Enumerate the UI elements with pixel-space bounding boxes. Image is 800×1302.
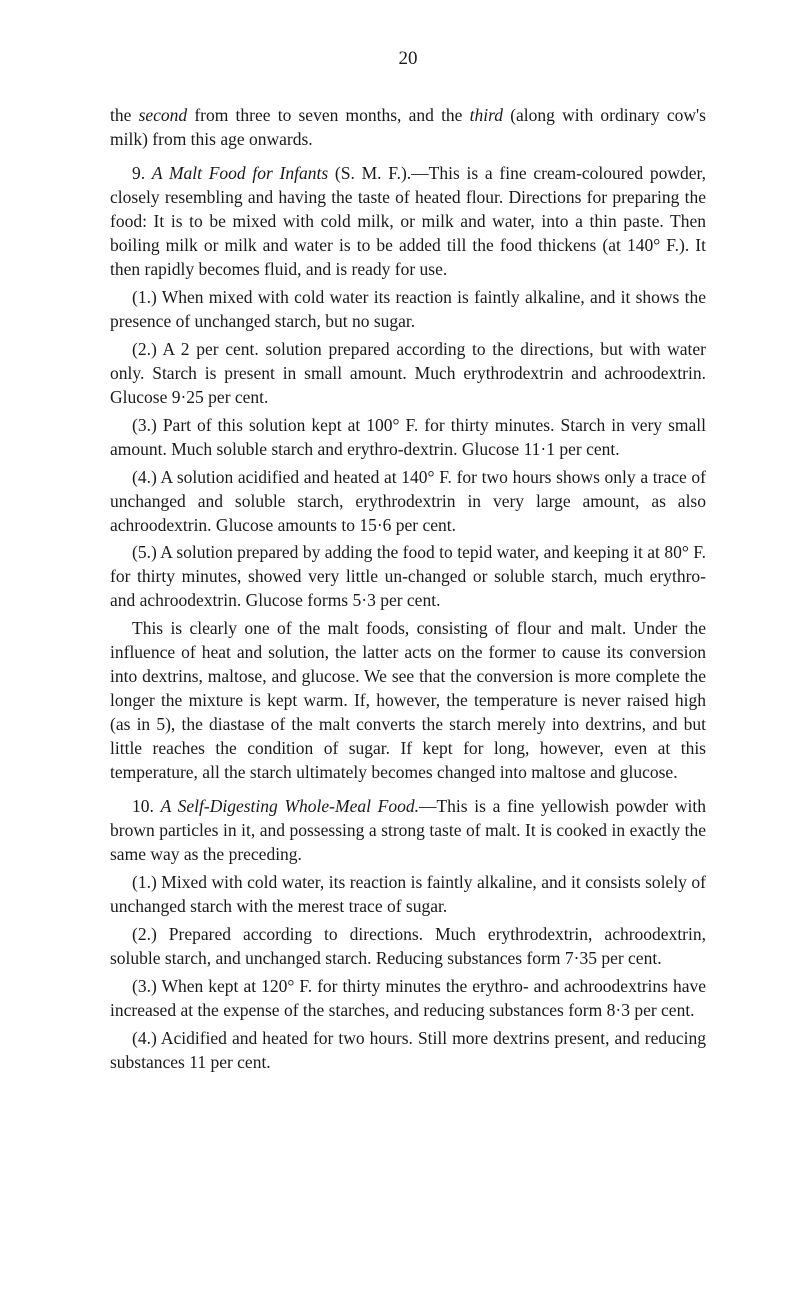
item-9-4: (4.) A solution acidified and heated at … xyxy=(110,466,706,538)
item-9-5: (5.) A solution prepared by adding the f… xyxy=(110,541,706,613)
section-9: 9. A Malt Food for Infants (S. M. F.).—T… xyxy=(110,162,706,282)
item-9-3: (3.) Part of this solution kept at 100° … xyxy=(110,414,706,462)
section-10: 10. A Self-Digesting Whole-Meal Food.—Th… xyxy=(110,795,706,867)
item-10-1: (1.) Mixed with cold water, its reaction… xyxy=(110,871,706,919)
paragraph-intro: the second from three to seven months, a… xyxy=(110,104,706,152)
page-number: 20 xyxy=(110,48,706,70)
paragraph-malt-explanation: This is clearly one of the malt foods, c… xyxy=(110,617,706,785)
item-10-2: (2.) Prepared according to directions. M… xyxy=(110,923,706,971)
item-9-1: (1.) When mixed with cold water its reac… xyxy=(110,286,706,334)
item-10-4: (4.) Acidified and heated for two hours.… xyxy=(110,1027,706,1075)
document-page: 20 the second from three to seven months… xyxy=(0,0,800,1119)
item-9-2: (2.) A 2 per cent. solution prepared acc… xyxy=(110,338,706,410)
item-10-3: (3.) When kept at 120° F. for thirty min… xyxy=(110,975,706,1023)
